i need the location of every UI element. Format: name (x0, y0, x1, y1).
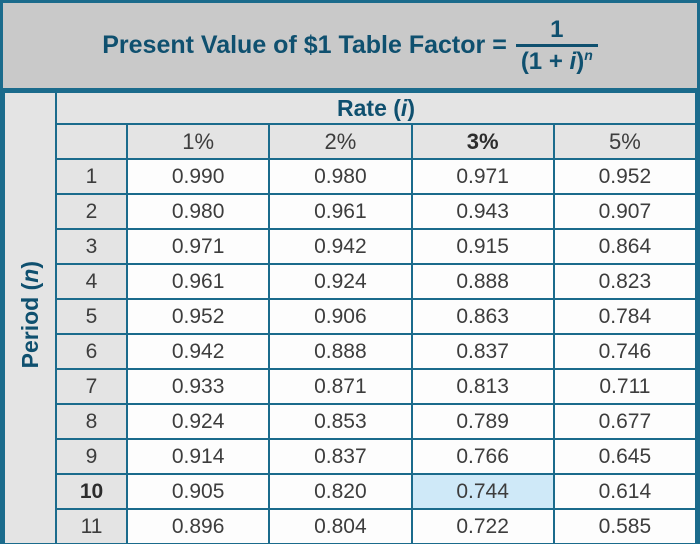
value-cell: 0.804 (268, 508, 413, 544)
value-cell: 0.864 (552, 228, 698, 265)
period-variable-n: n (16, 268, 43, 284)
rate-column-header: 2% (268, 123, 413, 160)
highlighted-value-cell: 0.744 (410, 473, 555, 510)
value-cell: 0.980 (268, 158, 413, 195)
rate-variable-i: i (400, 94, 408, 121)
value-cell: 0.614 (552, 473, 698, 510)
value-cell: 0.943 (410, 193, 555, 230)
value-cell: 0.766 (410, 438, 555, 475)
value-cell: 0.823 (552, 263, 698, 300)
period-label-pre: Period ( (16, 283, 43, 369)
blank-corner-cell (55, 123, 128, 160)
value-cell: 0.853 (268, 403, 413, 440)
table-row: 10 0.905 0.820 0.744 0.614 (4, 473, 698, 510)
rate-columns-row: 1% 2% 3% 5% (4, 123, 698, 160)
value-cell: 0.961 (125, 263, 271, 300)
figure-title: Present Value of $1 Table Factor = 1 (1 … (3, 3, 697, 91)
value-cell: 0.871 (268, 368, 413, 405)
value-cell: 0.784 (552, 298, 698, 335)
value-cell: 0.677 (552, 403, 698, 440)
table-row: 9 0.914 0.837 0.766 0.645 (4, 438, 698, 475)
fraction-denominator: (1 + i)n (515, 43, 598, 76)
rate-column-header: 1% (125, 123, 271, 160)
period-label-post: ) (16, 261, 43, 269)
value-cell: 0.711 (552, 368, 698, 405)
denominator-pre: (1 + (520, 47, 570, 75)
value-cell: 0.820 (268, 473, 413, 510)
rate-label-pre: Rate ( (337, 94, 401, 121)
table-body: Period (n) Rate (i) 1% 2% 3% 5% 1 0.990 0.… (3, 91, 698, 544)
period-cell: 3 (55, 228, 128, 265)
rate-column-header-emphasized: 3% (410, 123, 555, 160)
table-row: 3 0.971 0.942 0.915 0.864 (4, 228, 698, 265)
value-cell: 0.907 (552, 193, 698, 230)
denominator-variable-i: i (569, 47, 577, 75)
present-value-table: Period (n) Rate (i) 1% 2% 3% 5% 1 0.990 0.… (3, 91, 698, 544)
table-row: 6 0.942 0.888 0.837 0.746 (4, 333, 698, 370)
period-axis-label-cell: Period (n) (3, 91, 57, 544)
value-cell: 0.746 (552, 333, 698, 370)
value-cell: 0.990 (125, 158, 271, 195)
table-row: 1 0.990 0.980 0.971 0.952 (4, 158, 698, 195)
value-cell: 0.722 (410, 508, 555, 544)
value-cell: 0.942 (125, 333, 271, 370)
value-cell: 0.980 (125, 193, 271, 230)
value-cell: 0.837 (268, 438, 413, 475)
title-text: Present Value of $1 Table Factor = (102, 31, 507, 59)
value-cell: 0.952 (125, 298, 271, 335)
table-row: 2 0.980 0.961 0.943 0.907 (4, 193, 698, 230)
table-row: 8 0.924 0.853 0.789 0.677 (4, 403, 698, 440)
period-cell: 10 (55, 473, 128, 510)
formula-fraction: 1 (1 + i)n (515, 15, 598, 76)
table-row: 11 0.896 0.804 0.722 0.585 (4, 508, 698, 544)
value-cell: 0.837 (410, 333, 555, 370)
value-cell: 0.933 (125, 368, 271, 405)
exponent-n: n (584, 46, 593, 63)
period-cell: 1 (55, 158, 128, 195)
value-cell: 0.942 (268, 228, 413, 265)
rate-header-row: Period (n) Rate (i) (3, 91, 697, 544)
table-row: 4 0.961 0.924 0.888 0.823 (4, 263, 698, 300)
value-cell: 0.906 (268, 298, 413, 335)
period-cell: 9 (55, 438, 128, 475)
value-cell: 0.863 (410, 298, 555, 335)
value-cell: 0.924 (268, 263, 413, 300)
value-cell: 0.915 (410, 228, 555, 265)
period-cell: 2 (55, 193, 128, 230)
period-cell: 6 (55, 333, 128, 370)
period-axis-label: Period (n) (17, 261, 44, 368)
value-cell: 0.914 (125, 438, 271, 475)
denominator-post: ) (576, 47, 585, 75)
table-row: 5 0.952 0.906 0.863 0.784 (4, 298, 698, 335)
value-cell: 0.888 (268, 333, 413, 370)
period-cell: 5 (55, 298, 128, 335)
period-cell: 8 (55, 403, 128, 440)
value-cell: 0.789 (410, 403, 555, 440)
value-cell: 0.888 (410, 263, 555, 300)
period-cell: 4 (55, 263, 128, 300)
value-cell: 0.971 (125, 228, 271, 265)
value-cell: 0.813 (410, 368, 555, 405)
rate-label-post: ) (407, 94, 415, 121)
value-cell: 0.952 (552, 158, 698, 195)
period-cell: 7 (55, 368, 128, 405)
value-cell: 0.961 (268, 193, 413, 230)
rate-column-header: 5% (552, 123, 698, 160)
rate-axis-label-cell: Rate (i) (55, 91, 697, 125)
period-cell: 11 (55, 508, 128, 544)
value-cell: 0.585 (552, 508, 698, 544)
value-cell: 0.924 (125, 403, 271, 440)
value-cell: 0.905 (125, 473, 271, 510)
fraction-numerator: 1 (550, 15, 564, 43)
value-cell: 0.971 (410, 158, 555, 195)
value-cell: 0.896 (125, 508, 271, 544)
table-row: 7 0.933 0.871 0.813 0.711 (4, 368, 698, 405)
value-cell: 0.645 (552, 438, 698, 475)
